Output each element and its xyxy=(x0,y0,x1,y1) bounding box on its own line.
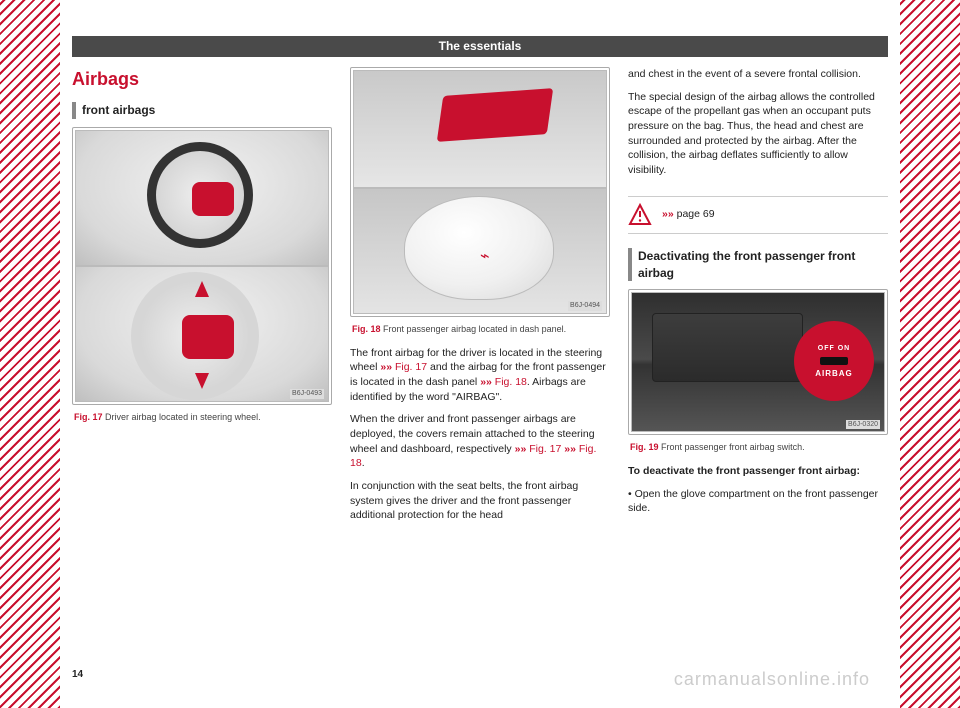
figure-19-caption-text: Front passenger front airbag switch. xyxy=(661,442,805,452)
switch-slot xyxy=(820,357,848,365)
column-3: and chest in the event of a severe front… xyxy=(628,67,888,680)
col3-para-4: Open the glove compartment on the front … xyxy=(628,487,888,516)
subhead-front-airbags: front airbags xyxy=(72,102,332,119)
column-1: Airbags front airbags B6J-0493 Fig. 17 D… xyxy=(72,67,332,680)
col2-ref17a: Fig. 17 xyxy=(395,361,427,373)
columns: Airbags front airbags B6J-0493 Fig. 17 D… xyxy=(72,67,888,680)
figure-17b-image: B6J-0493 xyxy=(75,266,329,402)
col2-para-1: The front airbag for the driver is locat… xyxy=(350,346,610,405)
warning-text: »» page 69 xyxy=(662,207,715,222)
figure-19-code: B6J-0320 xyxy=(846,420,880,430)
page-content: The essentials Airbags front airbags B6J… xyxy=(72,36,888,680)
figure-17-caption-text: Driver airbag located in steering wheel. xyxy=(105,412,261,422)
arrows-icon: »» xyxy=(380,361,395,373)
page-number: 14 xyxy=(72,668,83,682)
col2-ref17b: Fig. 17 xyxy=(529,443,561,455)
arrows-icon: »» xyxy=(515,443,530,455)
col3-para-1: and chest in the event of a severe front… xyxy=(628,67,888,82)
figure-18b-image: ⌁ B6J-0494 xyxy=(353,188,607,314)
col2-para-2: When the driver and front passenger airb… xyxy=(350,412,610,471)
arrows-icon: »» xyxy=(480,376,495,388)
figure-18a-image xyxy=(353,70,607,188)
col3-para-3: To deactivate the front passenger front … xyxy=(628,464,888,479)
figure-17-box: B6J-0493 xyxy=(72,127,332,405)
figure-17-caption: Fig. 17 Driver airbag located in steerin… xyxy=(74,411,330,424)
watermark: carmanualsonline.info xyxy=(674,669,870,690)
figure-17-label: Fig. 17 xyxy=(74,412,103,422)
col2-para-3: In conjunction with the seat belts, the … xyxy=(350,479,610,523)
figure-19-image: OFF ON AIRBAG B6J-0320 xyxy=(631,292,885,432)
figure-17a-image xyxy=(75,130,329,266)
subhead-deactivating: Deactivating the front passenger front a… xyxy=(628,248,888,282)
figure-18-code: B6J-0494 xyxy=(568,301,602,311)
figure-18-caption-text: Front passenger airbag located in dash p… xyxy=(383,324,566,334)
warning-row: »» page 69 xyxy=(628,196,888,234)
seat-icon: ⌁ xyxy=(480,246,490,268)
figure-18-caption: Fig. 18 Front passenger airbag located i… xyxy=(352,323,608,336)
figure-19-label: Fig. 19 xyxy=(630,442,659,452)
figure-18-box: ⌁ B6J-0494 xyxy=(350,67,610,317)
section-title: Airbags xyxy=(72,67,332,92)
figure-18-label: Fig. 18 xyxy=(352,324,381,334)
figure-19-caption: Fig. 19 Front passenger front airbag swi… xyxy=(630,441,886,454)
figure-17-code: B6J-0493 xyxy=(290,389,324,399)
hatch-right xyxy=(900,0,960,708)
arrows-icon: »» xyxy=(564,443,579,455)
switch-offon: OFF ON xyxy=(818,344,850,354)
col3-para-2: The special design of the airbag allows … xyxy=(628,90,888,178)
figure-19-box: OFF ON AIRBAG B6J-0320 xyxy=(628,289,888,435)
hatch-left xyxy=(0,0,60,708)
switch-airbag: AIRBAG xyxy=(815,368,853,379)
page-header: The essentials xyxy=(72,36,888,57)
warning-icon xyxy=(628,203,652,227)
col2-ref18a: Fig. 18 xyxy=(495,376,527,388)
column-2: ⌁ B6J-0494 Fig. 18 Front passenger airba… xyxy=(350,67,610,680)
